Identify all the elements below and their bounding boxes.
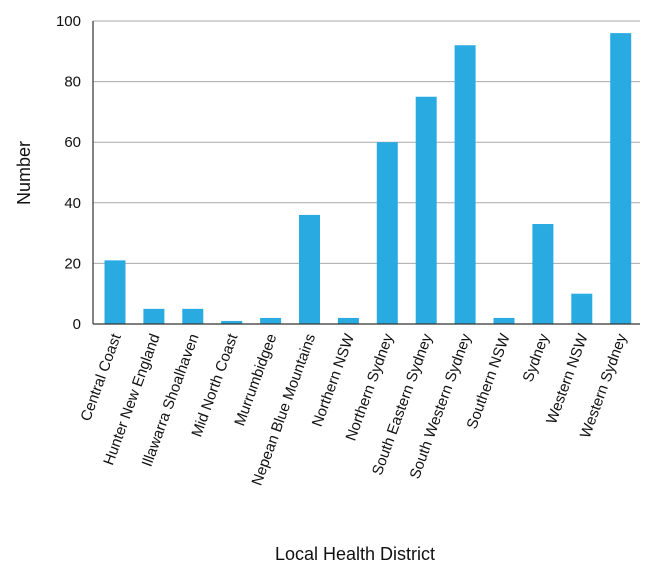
bar <box>532 224 554 324</box>
bar <box>104 260 126 324</box>
bar <box>221 320 243 324</box>
bar <box>376 142 398 324</box>
bar <box>571 293 593 324</box>
bar <box>415 96 437 324</box>
y-tick-labels: 0 20 40 60 80 100 <box>56 13 81 333</box>
gridlines <box>93 20 640 264</box>
bar <box>454 45 476 325</box>
y-tick-label: 60 <box>64 134 81 151</box>
x-tick-label: Sydney <box>520 331 553 384</box>
y-tick-label: 0 <box>73 316 81 333</box>
x-axis-title: Local Health District <box>275 544 435 564</box>
bars <box>104 33 632 325</box>
bar <box>260 317 282 324</box>
bar <box>493 317 515 324</box>
y-tick-label: 40 <box>64 195 81 212</box>
bar <box>143 308 165 324</box>
axes <box>92 21 640 325</box>
bar <box>299 214 320 324</box>
y-tick-label: 80 <box>64 74 81 91</box>
bar <box>182 308 204 324</box>
bar <box>337 317 359 324</box>
x-tick-label: Central Coast <box>77 331 125 424</box>
bar <box>610 33 632 325</box>
y-axis-title: Number <box>14 141 34 205</box>
y-tick-label: 100 <box>56 13 81 30</box>
y-tick-label: 20 <box>64 255 81 272</box>
